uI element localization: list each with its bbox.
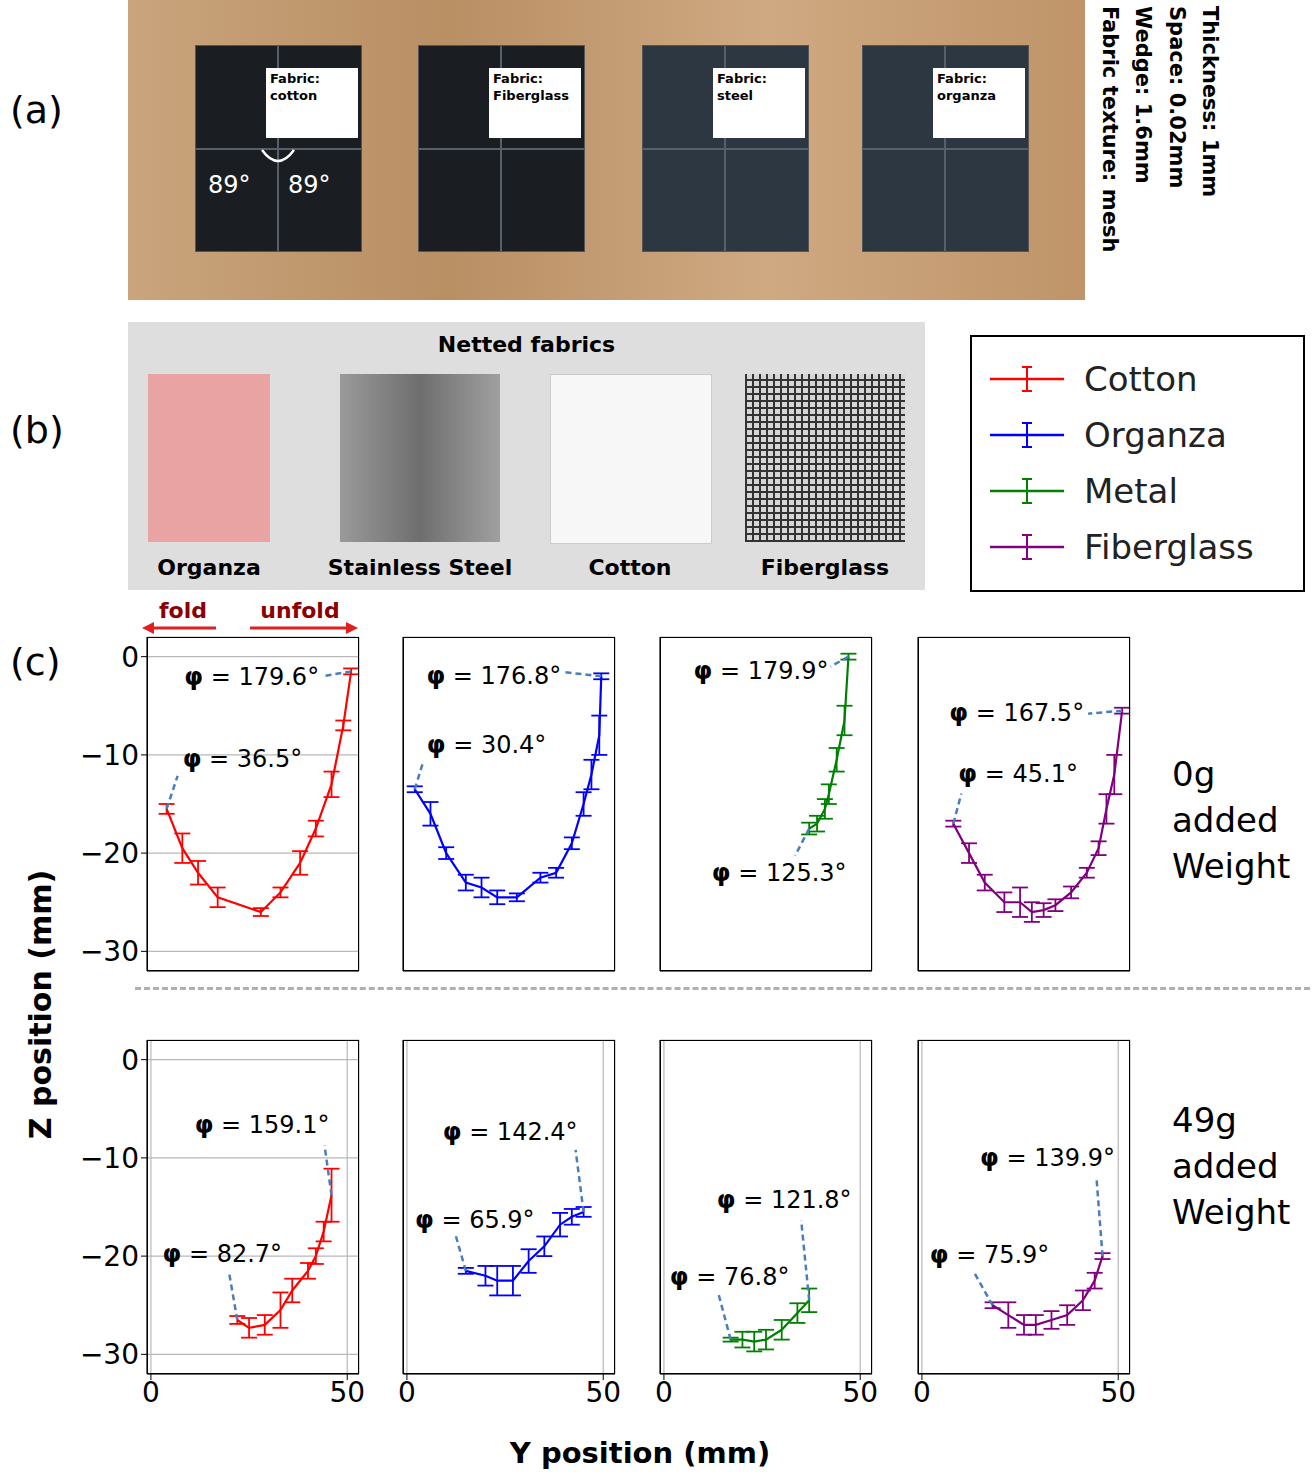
html-text:Organza: Organza (157, 555, 261, 580)
html-text:added: added (1172, 1145, 1279, 1186)
html-text:49g: 49g (1172, 1100, 1237, 1140)
svg-text:−20: −20 (80, 837, 139, 870)
svg-text:50: 50 (585, 1376, 621, 1409)
html-text:unfold: unfold (260, 598, 340, 623)
html-text:Thickness: 1mm: Thickness: 1mm (1198, 6, 1223, 198)
svg-text:−10: −10 (80, 739, 139, 772)
svg-text:φ = 30.4°: φ = 30.4° (427, 731, 547, 759)
html-text:Weight: Weight (1172, 1191, 1291, 1232)
html-text:Metal: Metal (1084, 471, 1178, 511)
svg-text:0: 0 (121, 641, 139, 674)
svg-text:φ = 65.9°: φ = 65.9° (415, 1206, 535, 1234)
html-text:Cotton: Cotton (1084, 359, 1198, 399)
html-text:Fabric: Fiberglass: Fabric: Fiberglass (493, 71, 569, 103)
html-text:Fiberglass: Fiberglass (1084, 527, 1254, 567)
svg-text:50: 50 (842, 1376, 878, 1409)
svg-text:φ = 167.5°: φ = 167.5° (949, 699, 1084, 727)
html-text:added: added (1172, 799, 1279, 840)
html-text:Stainless Steel: Stainless Steel (327, 555, 513, 580)
html-text:0g: 0g (1172, 754, 1216, 794)
svg-text:φ = 82.7°: φ = 82.7° (162, 1240, 282, 1268)
html-text:Space: 0.02mm: Space: 0.02mm (1164, 6, 1189, 189)
svg-text:φ = 76.8°: φ = 76.8° (670, 1263, 790, 1291)
svg-text:φ = 75.9°: φ = 75.9° (930, 1241, 1050, 1269)
svg-text:φ = 139.9°: φ = 139.9° (980, 1144, 1115, 1172)
html-text:Netted fabrics: Netted fabrics (437, 332, 616, 357)
svg-text:φ = 176.8°: φ = 176.8° (426, 662, 561, 690)
html-text:89°: 89° (288, 171, 331, 199)
svg-text:−20: −20 (80, 1240, 139, 1273)
html-text:Y position (mm): Y position (mm) (509, 1436, 771, 1470)
svg-text:φ = 36.5°: φ = 36.5° (183, 745, 303, 773)
html-text:Weight: Weight (1172, 845, 1291, 886)
svg-text:φ = 179.9°: φ = 179.9° (694, 657, 829, 685)
html-text:(b): (b) (10, 408, 64, 452)
svg-text:φ = 159.1°: φ = 159.1° (195, 1111, 330, 1139)
svg-text:50: 50 (1100, 1376, 1136, 1409)
html-text:Z position (mm): Z position (mm) (22, 869, 58, 1140)
html-text:Fabric: organza: Fabric: organza (937, 71, 996, 103)
html-text:Cotton: Cotton (588, 555, 672, 580)
svg-text:0: 0 (913, 1376, 931, 1409)
svg-text:−30: −30 (80, 1338, 139, 1371)
svg-text:−10: −10 (80, 1142, 139, 1175)
html-text:Fabric texture: mesh: Fabric texture: mesh (1097, 6, 1122, 253)
svg-text:50: 50 (329, 1376, 365, 1409)
html-text:Fabric: cotton: Fabric: cotton (270, 71, 320, 103)
svg-text:φ = 121.8°: φ = 121.8° (717, 1186, 852, 1214)
html-text:Wedge: 1.6mm: Wedge: 1.6mm (1131, 6, 1156, 184)
svg-text:φ = 142.4°: φ = 142.4° (443, 1118, 578, 1146)
svg-text:0: 0 (142, 1376, 160, 1409)
html-text:Fabric: steel: Fabric: steel (717, 71, 767, 103)
svg-text:−30: −30 (80, 935, 139, 968)
svg-text:0: 0 (121, 1044, 139, 1077)
html-text:89°: 89° (208, 171, 251, 199)
html-text:fold: fold (159, 598, 207, 623)
svg-text:φ = 179.6°: φ = 179.6° (184, 663, 319, 691)
svg-text:0: 0 (398, 1376, 416, 1409)
svg-text:φ = 125.3°: φ = 125.3° (712, 859, 847, 887)
html-text:Fiberglass: Fiberglass (760, 555, 890, 580)
html-text:(c): (c) (10, 640, 61, 684)
svg-text:0: 0 (655, 1376, 673, 1409)
html-text:Organza: Organza (1084, 415, 1227, 455)
svg-text:φ = 45.1°: φ = 45.1° (958, 760, 1078, 788)
html-text:(a): (a) (10, 88, 63, 132)
